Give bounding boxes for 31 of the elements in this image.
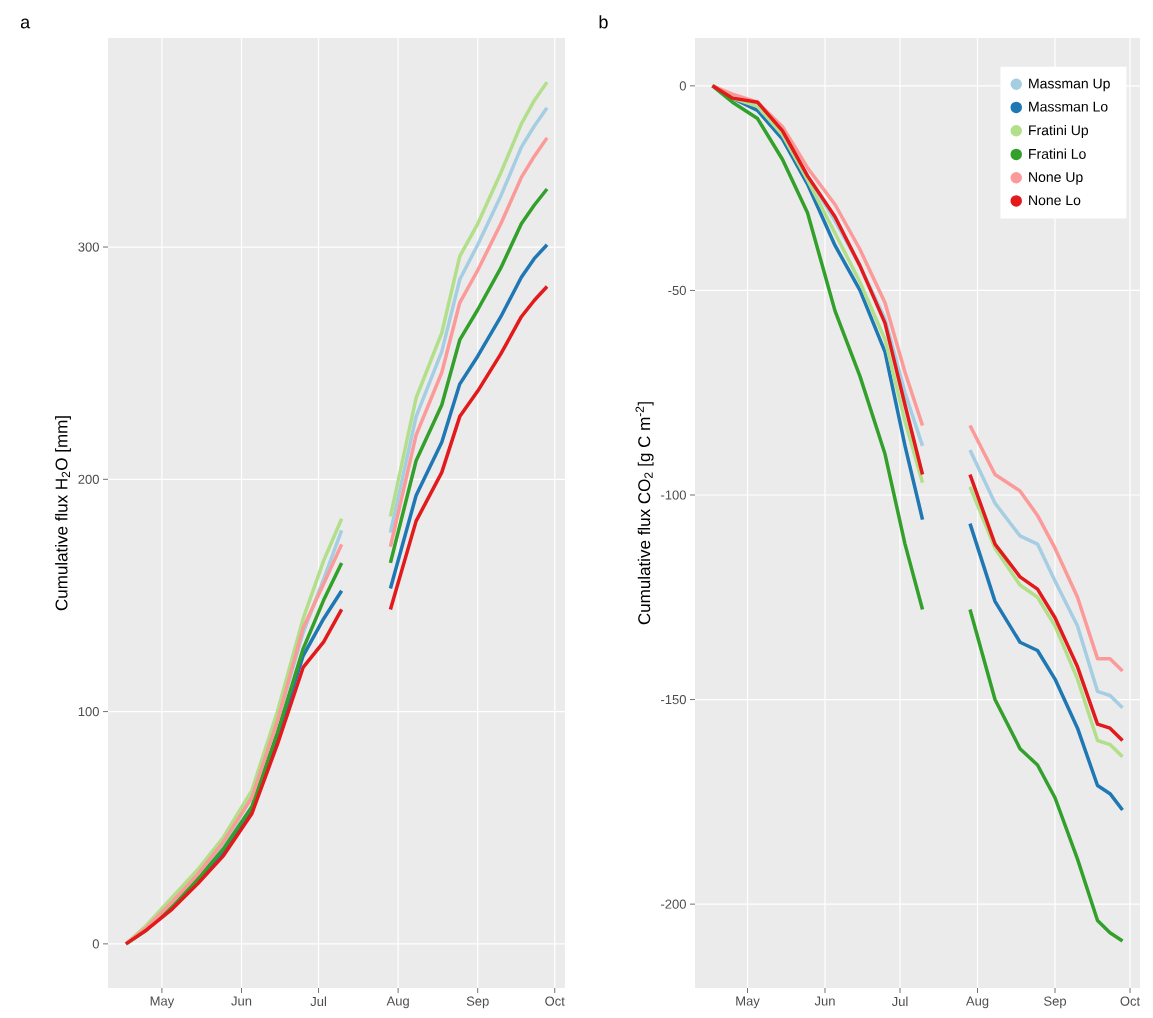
x-tick-label: May xyxy=(736,996,760,1009)
y-axis-title: Cumulative flux CO$_{2}$ [g C m$^{-2}$] xyxy=(635,402,654,625)
legend-label: Massman Up xyxy=(1029,78,1110,92)
y-tick-label: 0 xyxy=(679,81,686,91)
x-tick-label: Aug xyxy=(386,996,409,1009)
y-tick-label: 0 xyxy=(92,939,99,949)
x-tick-label: Jun xyxy=(231,996,252,1006)
y-tick-label: -150 xyxy=(661,694,686,705)
x-tick-label: Aug xyxy=(965,996,989,1009)
y-tick-label: -100 xyxy=(661,490,686,500)
chart-title: a xyxy=(20,18,31,29)
legend-label: Fratini Up xyxy=(1029,124,1089,138)
x-tick-label: Sep xyxy=(466,996,489,1009)
x-tick-label: Jul xyxy=(310,996,326,1007)
legend-label: None Up xyxy=(1029,172,1083,185)
y-axis-title: Cumulative flux H$_{2}$O [mm] xyxy=(55,416,71,611)
chart-title: b xyxy=(599,15,608,29)
legend-label: Massman Lo xyxy=(1029,101,1108,112)
y-tick-label: 100 xyxy=(78,706,99,717)
x-tick-label: Oct xyxy=(1120,996,1141,1006)
x-tick-label: Jul xyxy=(891,996,908,1007)
x-tick-label: May xyxy=(150,996,175,1009)
y-tick-label: 300 xyxy=(78,242,99,252)
x-tick-label: Oct xyxy=(545,996,565,1006)
legend-label: Fratini Lo xyxy=(1029,148,1086,159)
x-tick-label: Sep xyxy=(1044,996,1067,1009)
x-tick-label: Jun xyxy=(814,996,835,1006)
y-tick-label: 200 xyxy=(78,474,99,484)
legend-label: None Lo xyxy=(1029,195,1081,206)
y-tick-label: -50 xyxy=(668,285,686,296)
y-tick-label: -200 xyxy=(661,899,686,909)
